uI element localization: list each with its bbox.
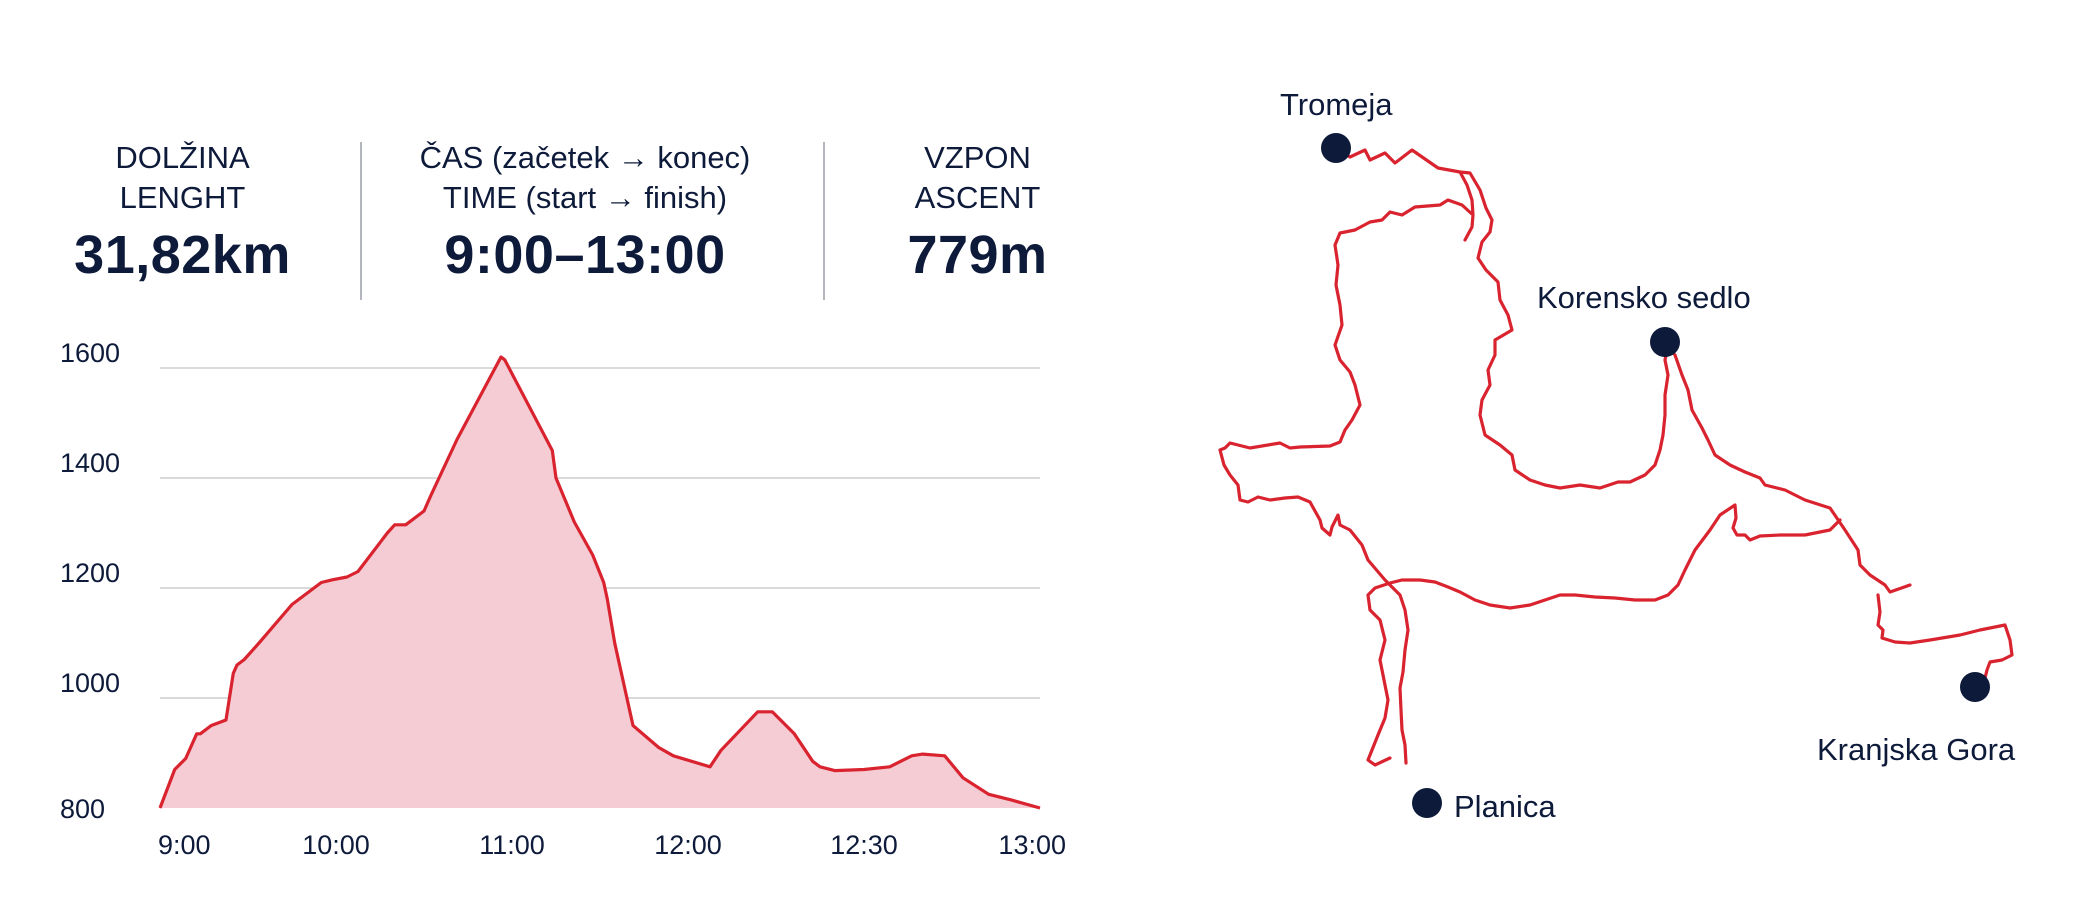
- label-tromeja: Tromeja: [1280, 87, 1393, 122]
- elevation-chart: 800 1000 1200 1400 1600 9:00 10:00 11:00 12:00 12…: [60, 338, 1066, 860]
- elevation-area: [160, 357, 1040, 808]
- divider: [360, 142, 362, 300]
- x-tick-label: 11:00: [479, 830, 545, 860]
- y-tick-label: 800: [60, 794, 105, 824]
- time-label-en: TIME (start → finish): [442, 180, 728, 215]
- stat-length: DOLŽINA LENGHT 31,82km: [40, 138, 325, 286]
- length-label-sl: DOLŽINA: [115, 140, 250, 175]
- x-tick-label: 12:30: [830, 830, 898, 860]
- ascent-label-sl: VZPON: [924, 140, 1031, 175]
- x-tick-label: 12:00: [654, 830, 722, 860]
- ascent-value: 779m: [907, 225, 1048, 285]
- stat-ascent: VZPON ASCENT 779m: [880, 138, 1075, 286]
- route-segment: [1458, 170, 1670, 490]
- marker-planica: [1412, 788, 1442, 818]
- route-segment: [1660, 338, 1912, 594]
- y-tick-label: 1200: [60, 558, 120, 588]
- marker-tromeja: [1321, 133, 1351, 163]
- label-kranjska-gora: Kranjska Gora: [1817, 732, 2016, 767]
- divider: [823, 142, 825, 300]
- label-korensko-sedlo: Korensko sedlo: [1537, 280, 1751, 315]
- ascent-label-en: ASCENT: [914, 180, 1041, 215]
- route-map: Tromeja Korensko sedlo Planica Kranjska …: [1218, 87, 2016, 824]
- elevation-line: [158, 355, 1041, 810]
- route-segment: [1366, 503, 1842, 767]
- marker-korensko-sedlo: [1650, 327, 1680, 357]
- y-tick-label: 1600: [60, 338, 120, 368]
- label-planica: Planica: [1454, 789, 1556, 824]
- place-markers: [1321, 133, 1990, 818]
- y-tick-label: 1000: [60, 668, 120, 698]
- route-segment: [1218, 146, 1475, 765]
- y-tick-label: 1400: [60, 448, 120, 478]
- time-value: 9:00–13:00: [444, 225, 726, 285]
- length-value: 31,82km: [74, 225, 291, 285]
- length-label-en: LENGHT: [119, 180, 246, 215]
- x-tick-label: 13:00: [998, 830, 1066, 860]
- route-segment: [1876, 593, 2014, 687]
- marker-kranjska-gora: [1960, 672, 1990, 702]
- x-tick-label: 9:00: [158, 830, 211, 860]
- x-tick-label: 10:00: [302, 830, 370, 860]
- stat-time: ČAS (začetek → konec) TIME (start → fini…: [390, 138, 780, 286]
- time-label-sl: ČAS (začetek → konec): [419, 140, 751, 175]
